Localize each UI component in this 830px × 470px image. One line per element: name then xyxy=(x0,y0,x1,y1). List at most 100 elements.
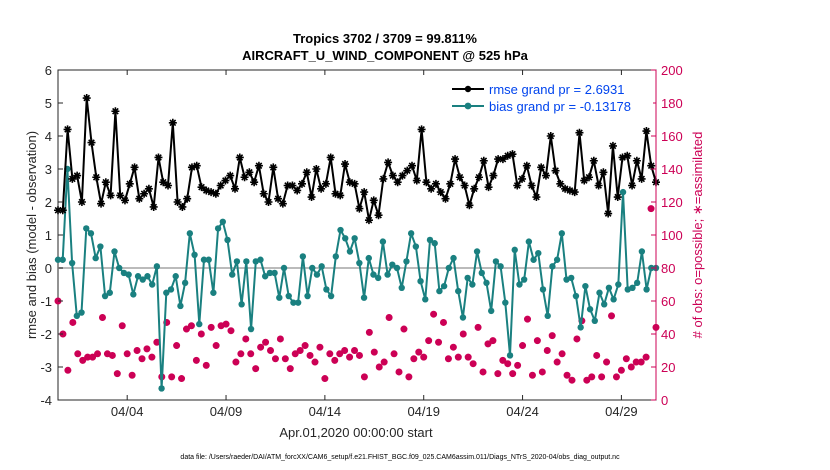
bias-point xyxy=(101,292,109,300)
bias-point xyxy=(558,230,566,237)
bias-point xyxy=(412,243,420,250)
y-right-tick-label: 60 xyxy=(661,294,675,309)
obs-count-point xyxy=(271,355,279,363)
bias-point xyxy=(233,258,241,265)
bias-point xyxy=(525,238,533,245)
bias-point xyxy=(615,281,622,288)
rmse-point xyxy=(125,179,134,188)
bias-point xyxy=(643,286,650,293)
bias-point xyxy=(398,284,405,291)
rmse-point xyxy=(154,153,163,162)
rmse-point xyxy=(202,186,211,195)
rmse-point xyxy=(522,161,531,170)
rmse-point xyxy=(216,181,225,190)
rmse-point xyxy=(245,168,254,177)
rmse-point xyxy=(518,174,527,183)
bias-point xyxy=(318,263,325,270)
bias-point xyxy=(139,276,146,283)
legend-background xyxy=(448,80,653,118)
bias-point xyxy=(130,291,137,298)
obs-count-point xyxy=(499,356,507,364)
rmse-point xyxy=(321,179,330,188)
y-left-tick-label: 1 xyxy=(45,228,52,243)
obs-count-point xyxy=(316,343,324,351)
bias-point xyxy=(360,294,368,301)
obs-count-point xyxy=(301,342,309,350)
bias-point xyxy=(445,264,453,272)
bias-point xyxy=(238,301,245,308)
y-right-tick-label: 0 xyxy=(661,393,668,408)
obs-count-point xyxy=(64,366,72,374)
rmse-point xyxy=(470,184,479,193)
rmse-point xyxy=(451,155,460,164)
rmse-point xyxy=(211,189,220,198)
obs-count-point xyxy=(69,318,77,326)
rmse-point xyxy=(484,183,493,192)
obs-count-point xyxy=(400,325,408,333)
bias-point xyxy=(196,320,203,328)
y-left-tick-label: -4 xyxy=(40,393,52,408)
rmse-point xyxy=(97,199,106,208)
obs-count-markers xyxy=(54,205,660,384)
rmse-point xyxy=(341,160,350,169)
obs-count-point xyxy=(143,345,151,353)
rmse-point xyxy=(278,199,287,208)
rmse-point xyxy=(183,194,192,203)
bias-point xyxy=(431,240,438,247)
bias-point xyxy=(83,225,90,232)
rmse-point xyxy=(116,191,125,200)
rmse-point xyxy=(68,174,77,183)
obs-count-point xyxy=(346,353,354,361)
bias-point xyxy=(148,281,156,288)
rmse-point xyxy=(508,150,517,159)
obs-count-point xyxy=(98,313,106,321)
bias-point xyxy=(633,279,641,287)
obs-count-point xyxy=(74,350,82,358)
y-left-tick-label: 6 xyxy=(45,63,52,78)
bias-point xyxy=(469,281,476,288)
rmse-point xyxy=(398,171,407,180)
obs-count-point xyxy=(79,356,87,364)
obs-count-point xyxy=(138,355,146,363)
bias-point xyxy=(553,256,561,263)
obs-count-point xyxy=(430,310,438,318)
rmse-point xyxy=(77,198,86,206)
rmse-point xyxy=(379,174,388,183)
rmse-point xyxy=(628,181,637,190)
y-left-tick-label: -2 xyxy=(40,327,52,342)
y-left-tick-label: 2 xyxy=(45,195,52,210)
rmse-point xyxy=(498,155,507,164)
rmse-point xyxy=(494,155,503,164)
bias-point xyxy=(214,225,222,232)
bias-point xyxy=(200,256,208,263)
obs-count-point xyxy=(222,320,230,328)
rmse-point xyxy=(489,171,498,180)
y-axis-left-ticks: -4 -3 -2 -1 0 1 2 3 4 5 6 xyxy=(40,63,63,408)
rmse-point xyxy=(135,194,144,203)
bias-point xyxy=(422,296,429,303)
obs-count-point xyxy=(504,360,512,368)
obs-count-point xyxy=(627,363,635,371)
bias-point xyxy=(601,301,608,308)
rmse-point xyxy=(585,173,594,182)
bias-point xyxy=(516,281,523,288)
rmse-point xyxy=(302,168,311,177)
bias-point xyxy=(535,249,542,257)
rmse-point xyxy=(207,188,216,197)
obs-count-point xyxy=(573,335,581,343)
bias-point xyxy=(313,271,321,278)
obs-count-point xyxy=(326,350,334,358)
bias-point xyxy=(266,269,274,277)
rmse-point xyxy=(283,181,292,190)
y-right-tick-label: 80 xyxy=(661,261,675,276)
bias-point xyxy=(106,289,113,296)
bias-point xyxy=(426,236,434,244)
bias-point xyxy=(568,274,575,282)
bias-point xyxy=(455,287,462,295)
bias-point xyxy=(365,254,372,262)
y-left-tick-label: 4 xyxy=(45,129,52,144)
rmse-point xyxy=(336,191,345,200)
obs-count-point xyxy=(237,350,245,358)
obs-count-point xyxy=(524,315,532,323)
x-tick-label: 04/19 xyxy=(407,404,440,419)
